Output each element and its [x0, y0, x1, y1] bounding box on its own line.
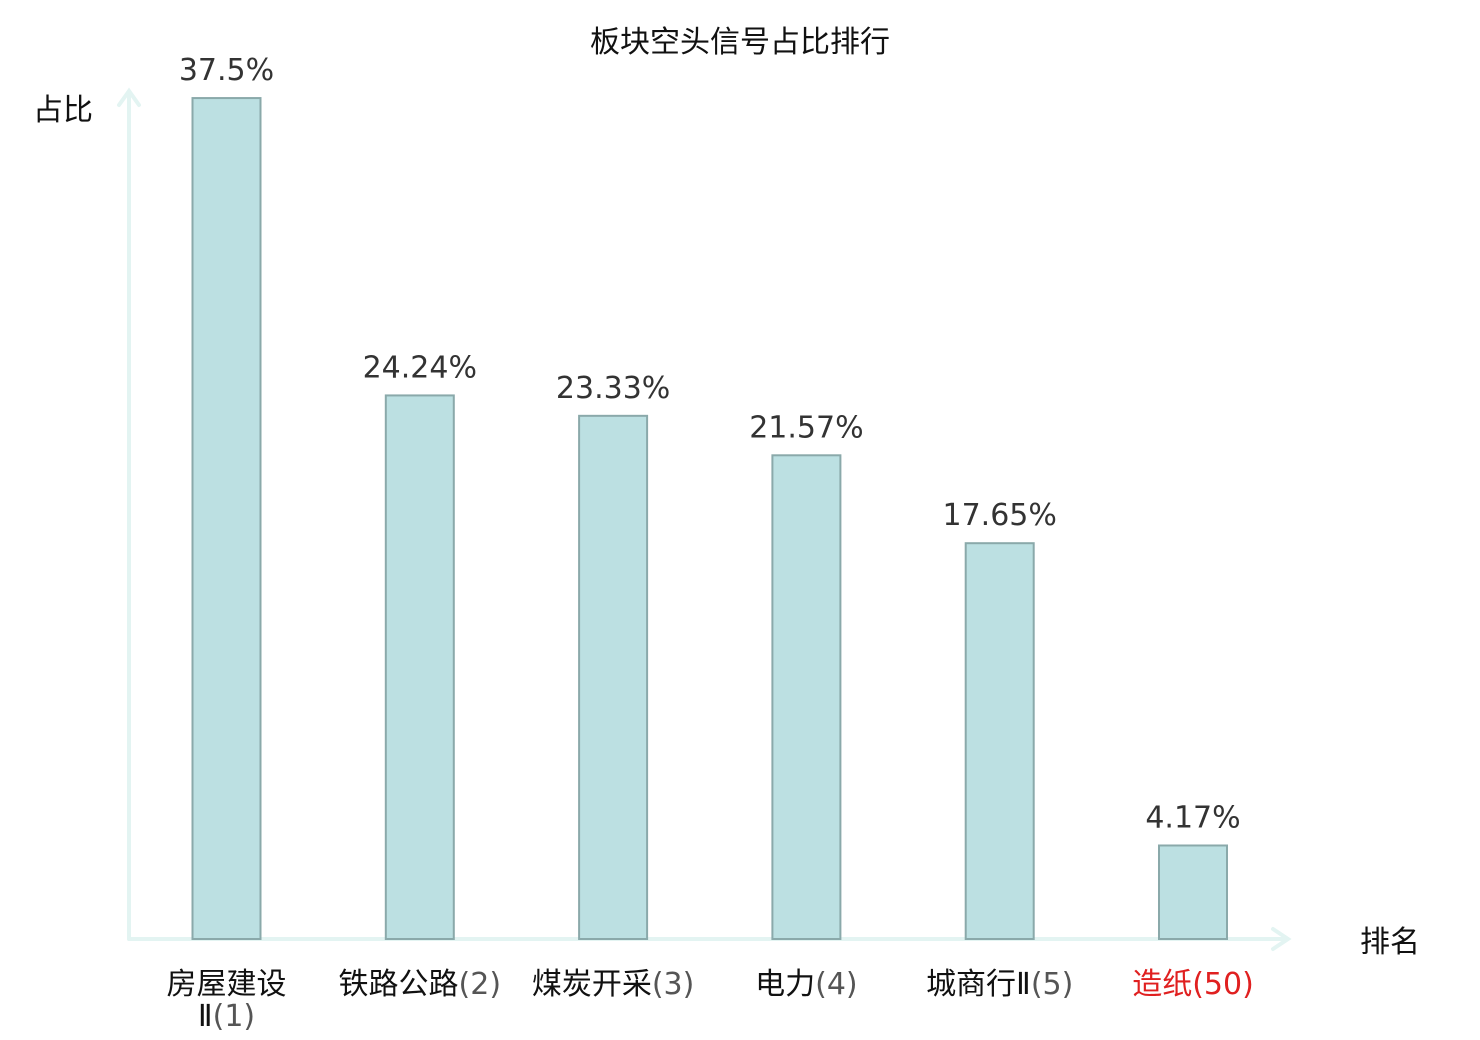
- value-label-2: 24.24%: [363, 350, 477, 385]
- category-name: 电力: [755, 967, 815, 1002]
- value-label-5: 17.65%: [943, 498, 1057, 533]
- category-name: 煤炭开采: [532, 967, 652, 1002]
- value-label-6: 4.17%: [1145, 800, 1240, 835]
- category-label-3: 煤炭开采(3): [532, 967, 695, 1002]
- category-name: 铁路公路: [339, 967, 459, 1002]
- category-label-4: 电力(4): [755, 967, 858, 1002]
- chart-title: 板块空头信号占比排行: [590, 25, 890, 60]
- value-label-1: 37.5%: [179, 53, 274, 88]
- category-rank: (3): [652, 967, 695, 1002]
- x-axis: [127, 927, 1292, 951]
- category-label-5: 城商行Ⅱ(5): [926, 967, 1073, 1002]
- bar-4: [771, 454, 842, 940]
- category-rank: (1): [213, 999, 256, 1034]
- category-rank: (5): [1031, 967, 1074, 1002]
- category-rank: (50): [1192, 967, 1254, 1002]
- x-axis-label: 排名: [1360, 925, 1420, 960]
- bar-1: [191, 97, 262, 940]
- value-label-3: 23.33%: [556, 371, 670, 406]
- bars: [191, 97, 1228, 940]
- category-name: 造纸: [1132, 967, 1192, 1002]
- y-axis: [117, 87, 141, 941]
- category-label-2: 铁路公路(2): [339, 967, 502, 1002]
- category-rank: (2): [459, 967, 502, 1002]
- category-label-6: 造纸(50): [1132, 967, 1254, 1002]
- category-name: 房屋建设: [167, 967, 287, 1002]
- value-labels: 37.5% 24.24% 23.33% 21.57% 17.65% 4.17%: [179, 53, 1241, 835]
- value-label-4: 21.57%: [749, 410, 863, 445]
- bar-2: [384, 394, 455, 940]
- category-label-1: 房屋建设 Ⅱ(1): [167, 967, 287, 1034]
- bar-6: [1158, 844, 1228, 940]
- y-axis-label: 占比: [33, 93, 93, 128]
- category-name: 城商行Ⅱ: [926, 967, 1031, 1002]
- bar-3: [578, 414, 649, 940]
- category-name-wrap: Ⅱ: [198, 999, 213, 1034]
- category-rank: (4): [815, 967, 858, 1002]
- category-labels: 房屋建设 Ⅱ(1) 铁路公路(2) 煤炭开采(3) 电力(4) 城商行Ⅱ(5) 造纸(50): [167, 967, 1254, 1034]
- bar-5: [964, 542, 1035, 940]
